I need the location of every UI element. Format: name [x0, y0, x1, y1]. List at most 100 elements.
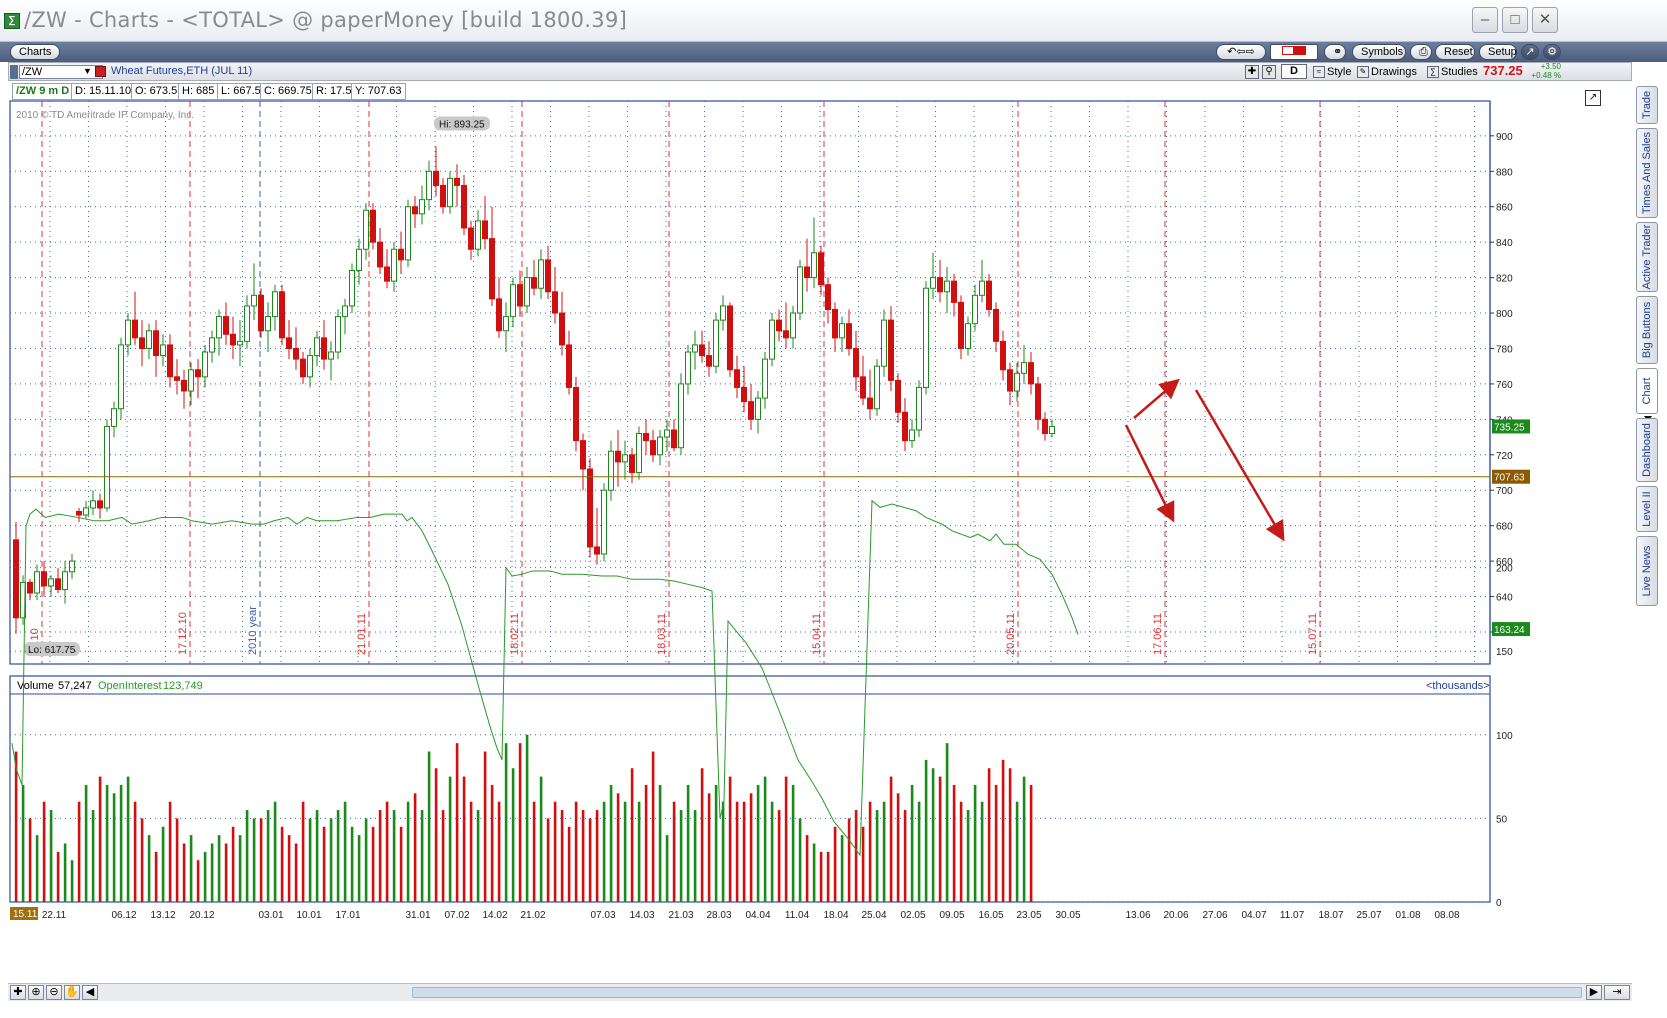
link-icon[interactable]: ⚭ — [1324, 44, 1346, 60]
reset-button[interactable]: Reset — [1435, 44, 1475, 60]
side-tab-big-buttons[interactable]: Big Buttons — [1636, 296, 1658, 364]
style-button[interactable]: ≈ Style — [1311, 64, 1351, 80]
chart-navigation-bar: ✚ ⊕ ⊖ ✋ ◀ ▶ ⇥ — [8, 983, 1632, 1001]
candle-body — [27, 581, 33, 594]
volume-bar — [966, 810, 970, 902]
volume-bar — [854, 810, 858, 902]
time-scrollbar[interactable] — [412, 987, 1582, 998]
oi-last-label: 163.24 — [1494, 625, 1525, 636]
candle-body — [1014, 372, 1020, 392]
candle-body — [559, 312, 565, 346]
volume-panel-frame — [9, 675, 1491, 903]
side-tab-chart[interactable]: Chart — [1636, 368, 1658, 422]
cursor-price-box — [1492, 469, 1530, 484]
hi-label: Hi: 893.25 — [439, 119, 485, 130]
candle-body — [349, 270, 355, 307]
candle-body — [13, 539, 19, 619]
zoom-magnifier-plus-icon[interactable]: ⊕ — [28, 985, 44, 1000]
history-arrows[interactable]: ↶⇦⇨ — [1216, 44, 1266, 60]
scroll-end-icon[interactable]: ⇥ — [1604, 985, 1630, 1000]
side-tab-level-ii[interactable]: Level II — [1636, 486, 1658, 532]
side-tab-label: Live News — [1641, 545, 1653, 597]
aggregation-selector[interactable]: D — [1281, 64, 1307, 79]
title-bar: ∑ /ZW - Charts - <TOTAL> @ paperMoney [b… — [0, 0, 1667, 42]
volume-bar — [329, 818, 333, 902]
x-tick-label: 01.08 — [1395, 910, 1420, 921]
grid-layout-icon[interactable] — [1270, 44, 1318, 60]
volume-bar — [182, 843, 186, 902]
crosshair-icon[interactable]: ✚ — [1245, 65, 1259, 79]
candle-body — [769, 319, 775, 360]
volume-bar — [385, 801, 389, 902]
volume-bar — [63, 843, 67, 902]
candle-body — [916, 386, 922, 431]
side-tab-live-news[interactable]: Live News — [1636, 536, 1658, 606]
side-tab-label: Dashboard — [1641, 423, 1653, 477]
volume-bar — [567, 826, 571, 902]
symbol-input[interactable]: /ZW — [19, 65, 103, 79]
candle-body — [104, 425, 110, 509]
volume-bar — [217, 835, 221, 902]
candle-body — [734, 369, 740, 388]
symbols-button[interactable]: Symbols — [1352, 44, 1406, 60]
pct-change: +0.48 % — [1531, 71, 1561, 80]
volume-tick-label: 150 — [1496, 647, 1513, 658]
drawings-button[interactable]: ✎ Drawings — [1355, 64, 1417, 80]
candle-body — [811, 252, 817, 279]
candle-body — [307, 355, 313, 378]
candle-body — [930, 277, 936, 289]
volume-bar — [749, 793, 753, 902]
volume-bar — [126, 776, 130, 902]
volume-bar — [819, 851, 823, 902]
scroll-left-icon[interactable]: ◀ — [82, 985, 98, 1000]
month-marker-label: 2010 year — [247, 606, 259, 655]
studies-button[interactable]: ∑ Studies — [1425, 64, 1478, 80]
scroll-right-icon[interactable]: ▶ — [1586, 985, 1602, 1000]
candle-body — [573, 386, 579, 442]
zoom-magnifier-minus-icon[interactable]: ⊖ — [46, 985, 62, 1000]
candle-body — [888, 319, 894, 381]
volume-bar — [595, 810, 599, 902]
symbol-flag-icon[interactable] — [95, 66, 106, 77]
volume-bar — [714, 784, 718, 902]
settings-icon[interactable]: ⚙ — [1543, 44, 1561, 60]
volume-bar — [371, 826, 375, 902]
volume-bar — [973, 784, 977, 902]
print-icon[interactable]: ⎙ — [1410, 44, 1432, 60]
maximize-button[interactable]: □ — [1502, 7, 1528, 33]
candle-body — [825, 284, 831, 310]
zoom-in-icon[interactable]: ✚ — [10, 985, 26, 1000]
month-marker-label: 20.05.11 — [1005, 613, 1017, 655]
symbol-dropdown-icon[interactable]: ▼ — [83, 66, 92, 76]
volume-bar — [462, 776, 466, 902]
minimize-button[interactable]: – — [1472, 7, 1498, 33]
volume-bar — [735, 801, 739, 902]
volume-label: Volume — [17, 680, 54, 692]
candle-body — [629, 454, 635, 474]
side-tab-active-trader[interactable]: Active Trader — [1636, 222, 1658, 292]
chart-type-icon[interactable]: ↗ — [1585, 90, 1601, 106]
pan-hand-icon[interactable]: ✋ — [64, 985, 80, 1000]
month-marker-label: 11.10 — [29, 628, 41, 655]
close-button[interactable]: ✕ — [1532, 7, 1558, 33]
volume-bar — [490, 784, 494, 902]
side-tab-trade[interactable]: Trade — [1636, 86, 1658, 124]
candle-body — [727, 305, 733, 371]
magnifier-icon[interactable]: ⚲ — [1262, 65, 1276, 79]
side-tab-dashboard[interactable]: Dashboard — [1636, 418, 1658, 482]
candle-body — [139, 337, 145, 349]
side-tab-times-and-sales[interactable]: Times And Sales — [1636, 128, 1658, 218]
month-marker-label: 21.01.11 — [356, 613, 368, 655]
volume-bar — [427, 751, 431, 902]
charts-tab[interactable]: Charts — [10, 44, 60, 60]
x-tick-label: 22.11 — [42, 910, 67, 921]
candle-body — [1042, 418, 1048, 435]
candle-body — [118, 344, 124, 410]
volume-bar — [721, 801, 725, 902]
detach-icon[interactable]: ↗ — [1521, 44, 1539, 60]
month-marker-label: 15.04.11 — [811, 613, 823, 655]
volume-bar — [259, 818, 263, 902]
open-interest-label: OpenInterest — [98, 680, 162, 692]
setup-button[interactable]: Setup — [1479, 44, 1517, 60]
